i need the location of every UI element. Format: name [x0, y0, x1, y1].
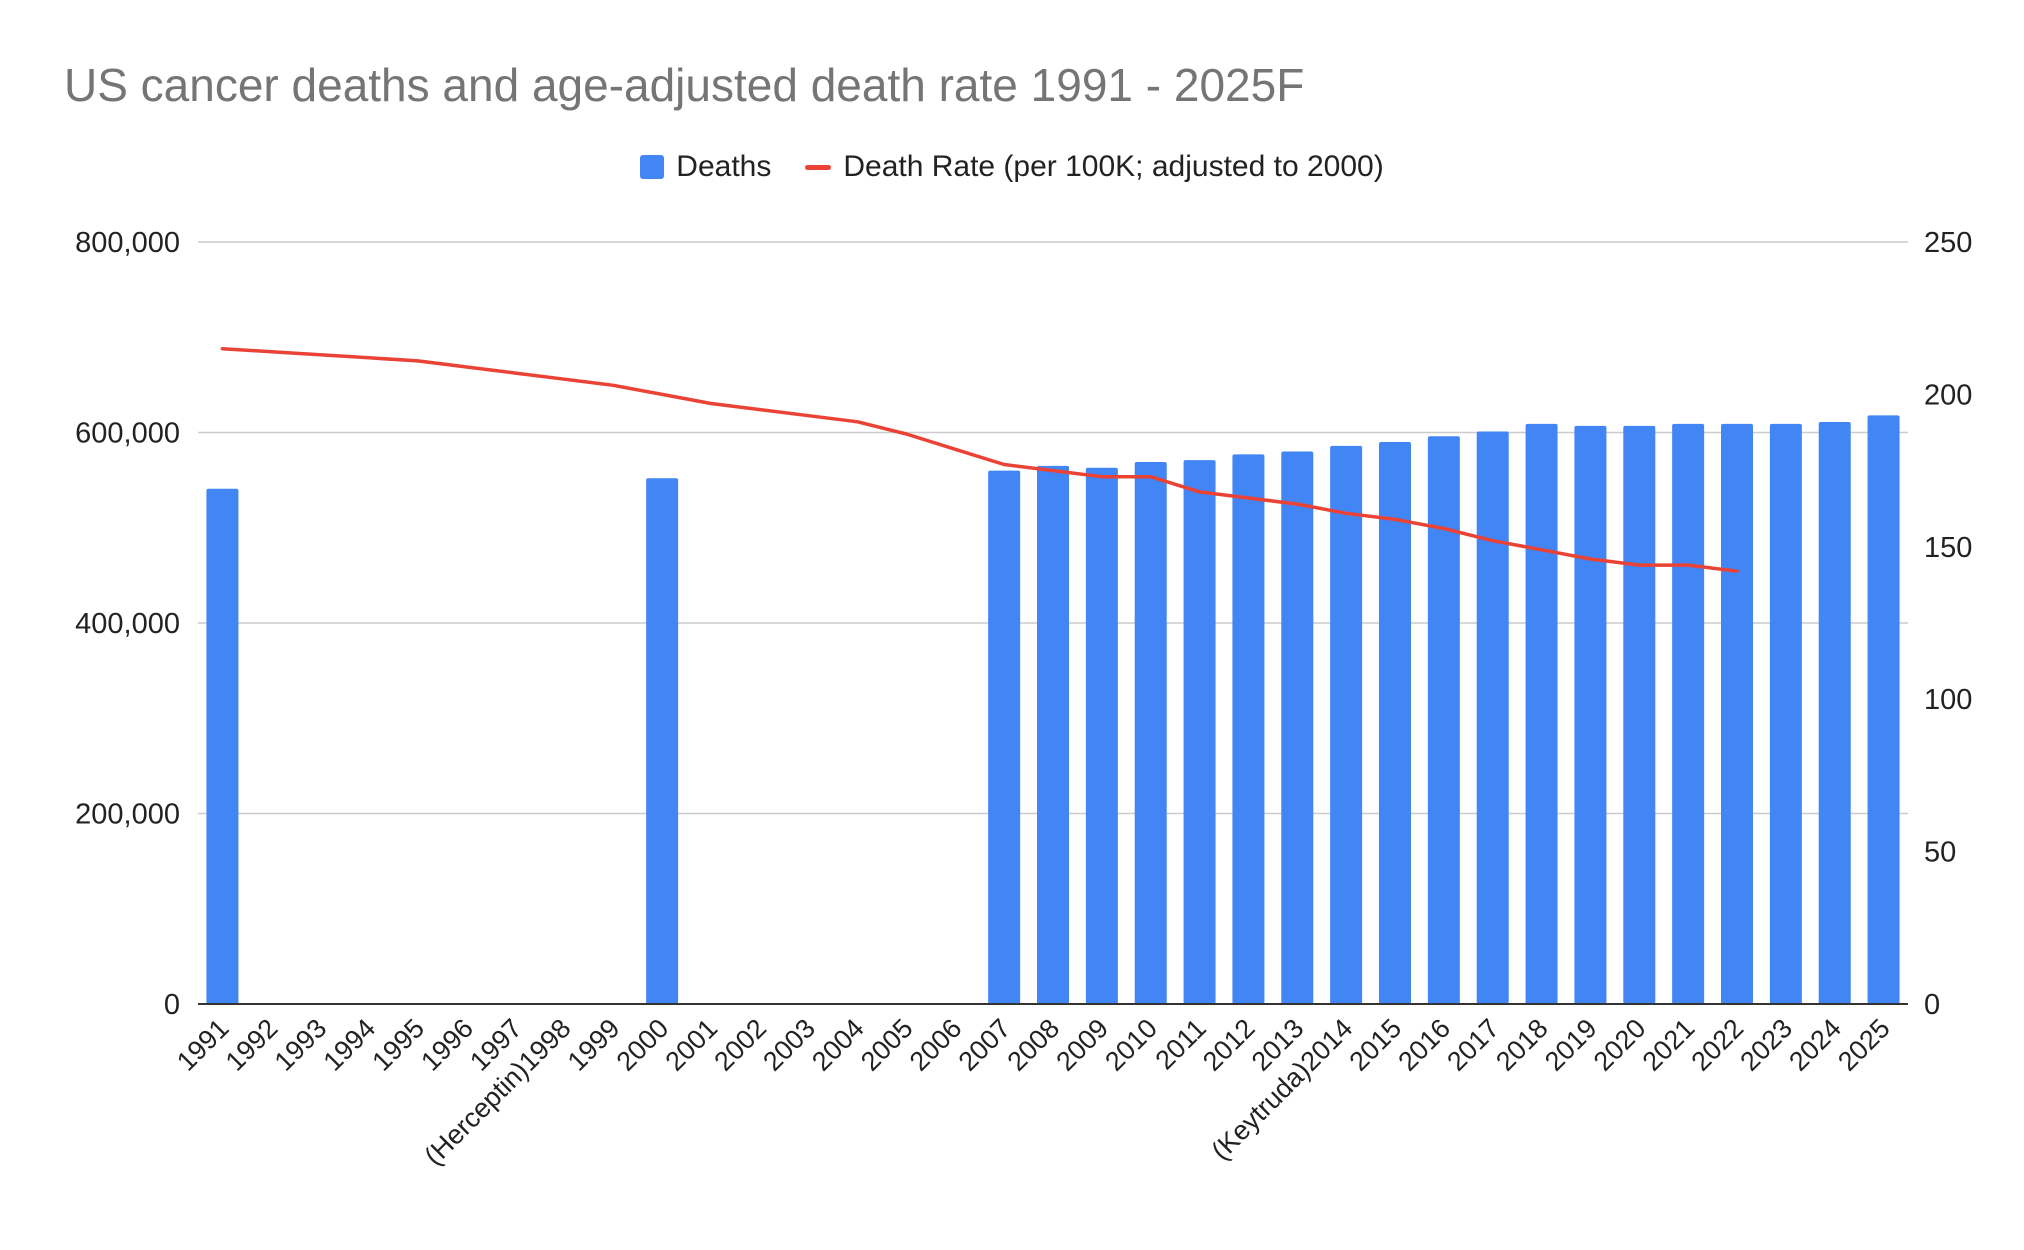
- y-left-tick-label: 600,000: [75, 418, 180, 450]
- x-tick-label: 2004: [806, 1013, 870, 1077]
- y-left-tick-label: 200,000: [75, 799, 180, 831]
- bar-deaths: [1330, 445, 1363, 1005]
- x-tick-label: 2016: [1392, 1013, 1456, 1077]
- y-right-tick-label: 150: [1924, 532, 1972, 564]
- x-tick-label: 2009: [1050, 1013, 1114, 1077]
- y-right-tick-label: 100: [1924, 684, 1972, 716]
- line-death-rate: [220, 346, 1739, 573]
- x-tick-label: 2011: [1150, 1013, 1212, 1075]
- bar-deaths: [1085, 467, 1118, 1004]
- x-tick-label: 2003: [757, 1013, 821, 1077]
- y-right-tick-label: 200: [1924, 379, 1972, 411]
- chart-title: US cancer deaths and age-adjusted death …: [64, 59, 1305, 111]
- x-tick-label: 2019: [1539, 1013, 1603, 1077]
- bar-deaths: [1379, 442, 1411, 1004]
- x-tick-label: 2021: [1637, 1013, 1701, 1077]
- bar-deaths: [1183, 460, 1216, 1004]
- x-tick-label: 2005: [855, 1013, 919, 1077]
- bar-deaths: [1134, 462, 1167, 1005]
- legend-item-death-rate[interactable]: Death Rate (per 100K; adjusted to 2000): [805, 150, 1384, 184]
- x-tick-label: 1993: [269, 1013, 333, 1077]
- legend-swatch-death-rate: [805, 164, 832, 170]
- x-tick-label: 2025: [1832, 1013, 1896, 1077]
- x-tick-label: 2000: [611, 1013, 675, 1077]
- bar-deaths: [1818, 422, 1851, 1005]
- bar-deaths: [1037, 465, 1069, 1004]
- legend-swatch-deaths: [640, 155, 665, 179]
- x-tick-label: 2002: [708, 1013, 772, 1077]
- x-tick-label: 1996: [415, 1013, 479, 1077]
- x-tick-label: 2001: [660, 1013, 724, 1077]
- y-left-tick-label: 800,000: [75, 227, 180, 259]
- bar-deaths: [1672, 423, 1705, 1004]
- x-tick-label: 1991: [171, 1013, 235, 1077]
- x-tick-label: 2015: [1344, 1013, 1408, 1077]
- x-tick-label: 2008: [1002, 1013, 1066, 1077]
- x-tick-label: 2023: [1734, 1013, 1798, 1077]
- x-tick-label: 1992: [220, 1013, 284, 1077]
- x-tick-label: 2007: [953, 1013, 1017, 1077]
- y-left-tick-label: 400,000: [75, 608, 180, 640]
- legend-label-deaths: Deaths: [676, 150, 772, 183]
- x-tick-label: 2017: [1441, 1013, 1505, 1077]
- bar-deaths: [1721, 423, 1753, 1004]
- bar-deaths: [988, 470, 1021, 1005]
- bar-deaths: [206, 488, 239, 1004]
- x-tick-label: 2012: [1197, 1013, 1261, 1077]
- y-left-tick-label: 0: [164, 989, 180, 1021]
- bar-deaths: [1476, 431, 1509, 1004]
- legend: Deaths Death Rate (per 100K; adjusted to…: [0, 150, 2024, 184]
- x-tick-label: 2006: [904, 1013, 968, 1077]
- legend-label-death-rate: Death Rate (per 100K; adjusted to 2000): [843, 150, 1384, 183]
- x-tick-label: 1995: [366, 1013, 430, 1077]
- bar-deaths: [1769, 423, 1802, 1004]
- legend-item-deaths[interactable]: Deaths: [640, 150, 771, 184]
- bar-deaths: [1232, 454, 1265, 1005]
- bar-deaths: [1281, 451, 1314, 1004]
- bar-deaths: [1427, 436, 1460, 1004]
- x-tick-label: 2024: [1783, 1013, 1847, 1077]
- bar-deaths: [1574, 425, 1607, 1004]
- x-tick-label: 1994: [318, 1013, 382, 1077]
- y-right-tick-label: 50: [1924, 837, 1956, 869]
- bar-deaths: [1623, 425, 1656, 1004]
- x-tick-label: 2010: [1099, 1013, 1163, 1077]
- bar-deaths: [1867, 415, 1900, 1005]
- x-tick-label: 2022: [1686, 1013, 1750, 1077]
- bar-deaths: [1525, 423, 1558, 1004]
- bar-deaths: [646, 478, 679, 1005]
- y-right-tick-label: 0: [1924, 989, 1940, 1021]
- y-right-tick-label: 250: [1924, 227, 1972, 259]
- x-tick-label: 2018: [1490, 1013, 1554, 1077]
- x-tick-label: 1999: [562, 1013, 626, 1077]
- x-tick-label: 2020: [1588, 1013, 1652, 1077]
